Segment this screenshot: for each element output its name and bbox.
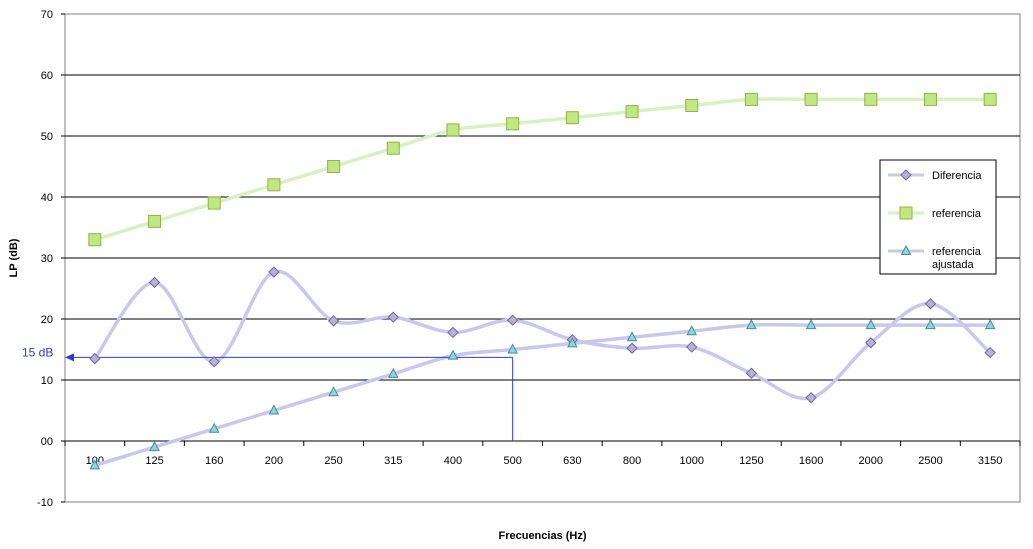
data-point	[208, 355, 220, 368]
data-point	[327, 160, 341, 173]
legend-label: Diferencia	[932, 170, 982, 182]
data-point	[745, 367, 758, 379]
x-tick-label: 1250	[739, 455, 763, 467]
y-axis-title: LP (dB)	[8, 238, 20, 277]
x-tick-label: 400	[444, 455, 462, 467]
y-tick-label: 00	[41, 436, 53, 448]
data-point	[89, 352, 101, 365]
x-tick-label: 2000	[859, 455, 883, 467]
data-point	[744, 92, 758, 106]
data-point	[89, 459, 101, 470]
annotation-label: 15 dB	[22, 345, 53, 359]
x-tick-label: 1600	[799, 455, 823, 467]
data-point	[746, 319, 757, 330]
data-point	[626, 331, 638, 342]
data-point	[865, 319, 877, 330]
x-tick-label: 200	[265, 455, 283, 467]
x-tick-label: 125	[145, 455, 163, 467]
data-point	[626, 342, 638, 354]
data-point	[507, 343, 518, 354]
y-tick-label: 40	[41, 192, 53, 204]
data-point	[565, 111, 579, 125]
data-point	[386, 141, 400, 155]
legend-marker-square	[899, 206, 913, 220]
data-point	[984, 319, 996, 330]
data-point	[207, 196, 221, 210]
annotation-arrowhead	[65, 353, 74, 362]
x-tick-label: 500	[503, 455, 521, 467]
data-point	[567, 337, 578, 348]
data-point	[88, 233, 102, 247]
data-point	[506, 314, 519, 326]
data-point	[923, 92, 937, 106]
data-point	[208, 422, 220, 433]
x-tick-label: 160	[205, 455, 223, 467]
data-point	[925, 319, 936, 330]
y-tick-label: 60	[41, 70, 53, 82]
data-point	[267, 178, 281, 192]
data-point	[984, 346, 996, 359]
x-tick-label: 630	[563, 455, 581, 467]
data-point	[686, 325, 698, 336]
data-point	[865, 337, 877, 349]
data-point	[804, 92, 818, 106]
legend	[879, 159, 997, 275]
data-point	[268, 404, 280, 415]
x-tick-label: 2500	[918, 455, 942, 467]
data-point	[447, 326, 459, 339]
data-point	[387, 367, 399, 378]
data-point	[149, 441, 160, 452]
data-point	[268, 266, 280, 278]
x-tick-label: 800	[623, 455, 641, 467]
data-point	[327, 315, 340, 327]
data-point	[805, 391, 817, 404]
data-point	[983, 92, 997, 106]
y-tick-label: 70	[41, 9, 53, 21]
data-point	[805, 319, 817, 330]
data-point	[328, 386, 339, 397]
data-point	[924, 298, 937, 310]
data-point	[506, 117, 520, 131]
x-axis-title: Frecuencias (Hz)	[498, 530, 586, 542]
legend-label: referencia ajustada	[932, 246, 982, 271]
y-tick-label: 20	[41, 314, 53, 326]
legend-label: referencia	[932, 208, 982, 220]
y-tick-label: 10	[41, 375, 53, 387]
data-point	[148, 276, 161, 289]
data-point	[625, 105, 639, 119]
data-point	[864, 92, 878, 106]
series-line-1	[93, 97, 992, 242]
data-point	[387, 311, 399, 323]
legend-marker-diamond	[900, 169, 912, 181]
series-line-2	[93, 322, 992, 468]
x-tick-label: 315	[384, 455, 402, 467]
y-tick-label: 30	[41, 253, 53, 265]
data-point	[685, 99, 699, 112]
x-tick-label: 1000	[679, 455, 703, 467]
data-point	[148, 214, 162, 228]
x-tick-label: 3150	[978, 455, 1002, 467]
x-tick-label: 250	[324, 455, 342, 467]
data-point	[686, 341, 698, 353]
data-point	[446, 123, 460, 137]
y-tick-label: 50	[41, 131, 53, 143]
y-tick-label: -10	[37, 497, 53, 509]
legend-marker-triangle	[900, 244, 912, 255]
data-point	[447, 349, 459, 360]
